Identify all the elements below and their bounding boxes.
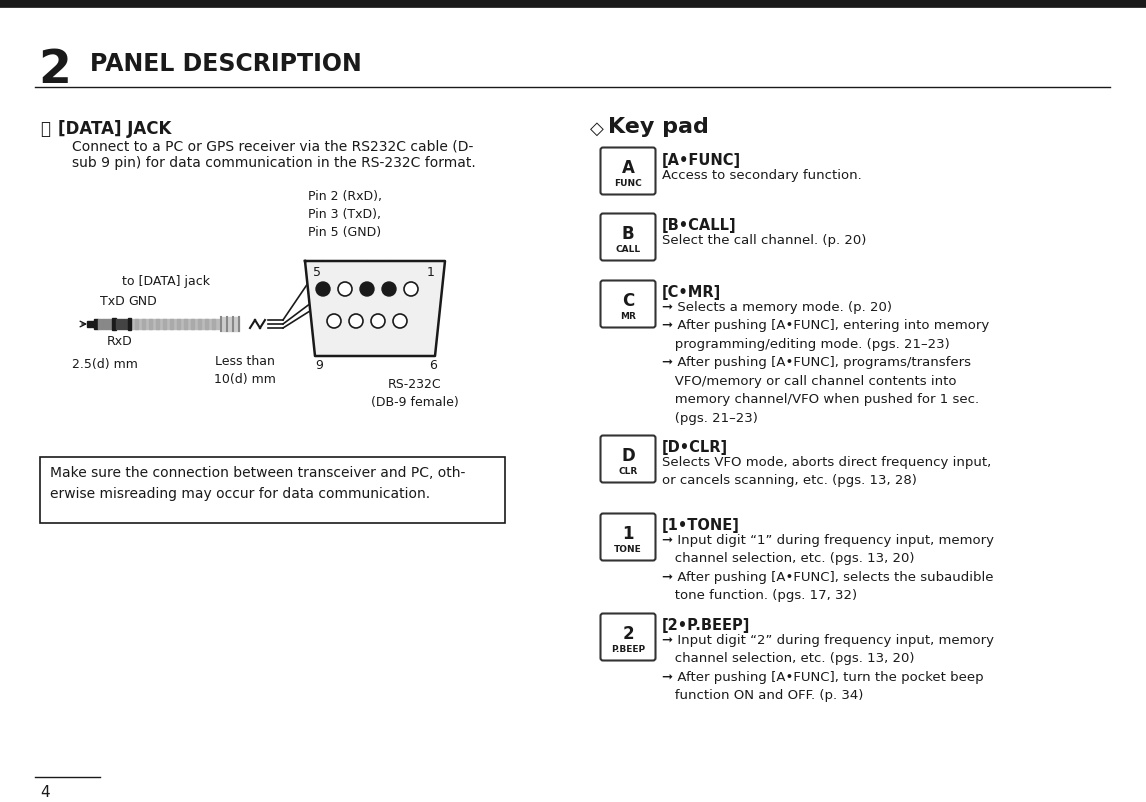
Bar xyxy=(94,320,99,330)
FancyBboxPatch shape xyxy=(601,514,656,561)
FancyBboxPatch shape xyxy=(601,214,656,261)
Text: to [DATA] jack: to [DATA] jack xyxy=(121,274,210,288)
Text: Connect to a PC or GPS receiver via the RS232C cable (D-: Connect to a PC or GPS receiver via the … xyxy=(72,140,473,154)
Text: TxD: TxD xyxy=(100,294,125,308)
Text: Pin 2 (RxD),
Pin 3 (TxD),
Pin 5 (GND): Pin 2 (RxD), Pin 3 (TxD), Pin 5 (GND) xyxy=(308,190,382,239)
Circle shape xyxy=(316,282,330,297)
Bar xyxy=(149,320,152,330)
Bar xyxy=(142,320,146,330)
Text: 9: 9 xyxy=(315,358,323,371)
Text: CLR: CLR xyxy=(619,467,637,476)
Text: 2: 2 xyxy=(38,48,71,93)
Text: [DATA] JACK: [DATA] JACK xyxy=(58,119,172,138)
Bar xyxy=(176,320,180,330)
Text: 6: 6 xyxy=(429,358,437,371)
Bar xyxy=(191,320,194,330)
Text: MR: MR xyxy=(620,312,636,321)
Text: 2: 2 xyxy=(622,624,634,642)
Text: 2.5(d) mm: 2.5(d) mm xyxy=(72,358,138,371)
Circle shape xyxy=(360,282,374,297)
Text: CALL: CALL xyxy=(615,245,641,254)
Text: [2•P.BEEP]: [2•P.BEEP] xyxy=(662,618,751,632)
Text: Less than
10(d) mm: Less than 10(d) mm xyxy=(214,354,276,386)
Bar xyxy=(40,457,505,524)
Text: Make sure the connection between transceiver and PC, oth-
erwise misreading may : Make sure the connection between transce… xyxy=(50,465,465,500)
Text: Select the call channel. (p. 20): Select the call channel. (p. 20) xyxy=(662,233,866,247)
Text: ➞ Selects a memory mode. (p. 20)
➞ After pushing [A•FUNC], entering into memory
: ➞ Selects a memory mode. (p. 20) ➞ After… xyxy=(662,301,989,424)
Text: Access to secondary function.: Access to secondary function. xyxy=(662,168,862,182)
Bar xyxy=(87,322,94,327)
Bar xyxy=(205,320,209,330)
Circle shape xyxy=(338,282,352,297)
Bar xyxy=(116,320,128,330)
Text: [A•FUNC]: [A•FUNC] xyxy=(662,153,741,168)
Text: PANEL DESCRIPTION: PANEL DESCRIPTION xyxy=(91,52,362,76)
Circle shape xyxy=(350,314,363,329)
FancyBboxPatch shape xyxy=(601,148,656,195)
Text: RxD: RxD xyxy=(107,334,133,347)
Text: Key pad: Key pad xyxy=(609,117,709,137)
Text: C: C xyxy=(622,292,634,310)
Text: 4: 4 xyxy=(40,784,49,799)
Text: sub 9 pin) for data communication in the RS-232C format.: sub 9 pin) for data communication in the… xyxy=(72,156,476,170)
Text: 1: 1 xyxy=(427,265,435,278)
Text: 5: 5 xyxy=(313,265,321,278)
Bar xyxy=(131,320,221,330)
FancyBboxPatch shape xyxy=(601,614,656,661)
Bar xyxy=(99,320,112,330)
Circle shape xyxy=(327,314,342,329)
Bar xyxy=(163,320,166,330)
Text: Selects VFO mode, aborts direct frequency input,
or cancels scanning, etc. (pgs.: Selects VFO mode, aborts direct frequenc… xyxy=(662,456,991,487)
Bar xyxy=(170,320,173,330)
Text: ◇: ◇ xyxy=(590,119,604,138)
Circle shape xyxy=(405,282,418,297)
Bar xyxy=(135,320,138,330)
Circle shape xyxy=(382,282,397,297)
Text: P.BEEP: P.BEEP xyxy=(611,645,645,654)
Bar xyxy=(198,320,201,330)
Bar xyxy=(112,318,116,330)
Text: A: A xyxy=(621,159,635,176)
Polygon shape xyxy=(305,261,445,357)
Text: GND: GND xyxy=(128,294,157,308)
Text: [B•CALL]: [B•CALL] xyxy=(662,217,737,233)
Text: [C•MR]: [C•MR] xyxy=(662,285,721,300)
Bar xyxy=(185,320,187,330)
Text: RS-232C
(DB-9 female): RS-232C (DB-9 female) xyxy=(371,378,458,408)
Circle shape xyxy=(393,314,407,329)
Text: [1•TONE]: [1•TONE] xyxy=(662,517,740,533)
Text: ➞ Input digit “1” during frequency input, memory
   channel selection, etc. (pgs: ➞ Input digit “1” during frequency input… xyxy=(662,533,994,602)
Text: ➞ Input digit “2” during frequency input, memory
   channel selection, etc. (pgs: ➞ Input digit “2” during frequency input… xyxy=(662,634,994,702)
Text: 1: 1 xyxy=(622,525,634,542)
Text: B: B xyxy=(621,225,635,243)
Text: D: D xyxy=(621,447,635,464)
Circle shape xyxy=(371,314,385,329)
Text: FUNC: FUNC xyxy=(614,180,642,188)
Text: ⓙ: ⓙ xyxy=(40,119,50,138)
Bar xyxy=(156,320,159,330)
Text: [D•CLR]: [D•CLR] xyxy=(662,439,728,455)
Bar xyxy=(128,318,131,330)
FancyBboxPatch shape xyxy=(601,282,656,328)
Text: TONE: TONE xyxy=(614,545,642,554)
FancyBboxPatch shape xyxy=(601,436,656,483)
Bar xyxy=(221,318,240,331)
Bar xyxy=(212,320,215,330)
